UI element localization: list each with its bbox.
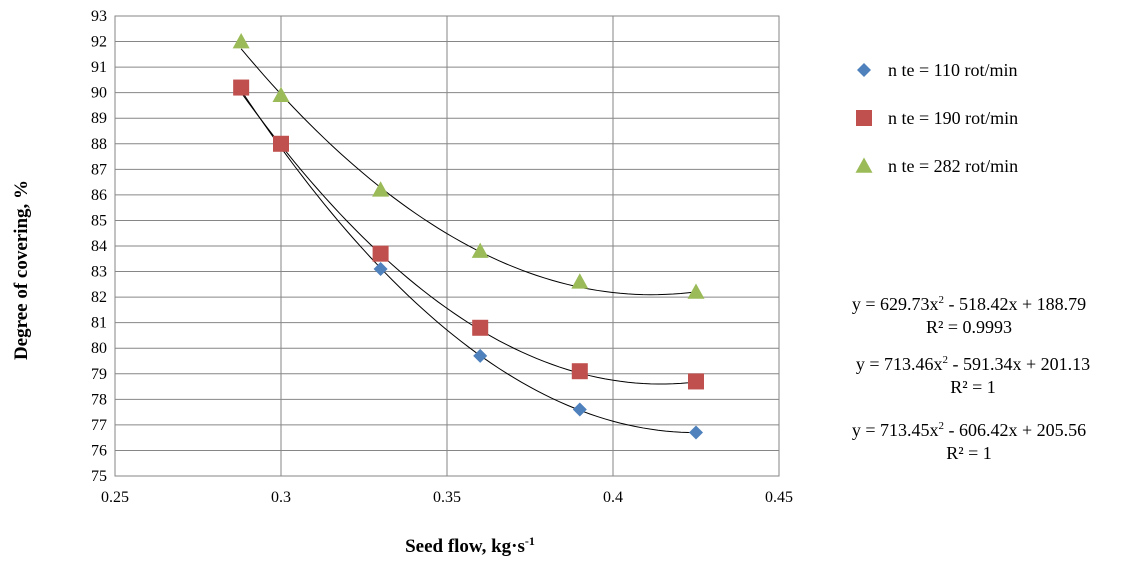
y-tick-label: 80 <box>91 340 107 357</box>
y-axis-title: Degree of covering, % <box>11 180 32 360</box>
r-squared-text: R² = 0.9993 <box>925 317 1013 337</box>
x-tick-label: 0.4 <box>603 489 623 506</box>
data-point <box>272 86 290 103</box>
data-point <box>372 181 390 197</box>
data-point <box>572 402 587 417</box>
data-point <box>688 373 704 390</box>
trendline <box>240 92 697 385</box>
y-tick-label: 79 <box>91 366 107 383</box>
data-point <box>689 425 703 440</box>
data-point <box>372 245 389 262</box>
trendline <box>240 90 697 434</box>
x-axis-title-exponent: -1 <box>524 534 535 548</box>
y-tick-label: 83 <box>91 264 107 281</box>
y-tick-label: 82 <box>91 289 107 306</box>
axis-ticks: 75 76 77 78 79 80 81 82 83 84 85 86 87 88 89 90 91 92 93 0.… <box>91 8 793 506</box>
y-tick-label: 89 <box>91 110 107 127</box>
y-tick-label: 92 <box>91 34 107 51</box>
data-point <box>687 283 705 299</box>
y-tick-label: 93 <box>91 8 107 25</box>
r-squared-text: R² = 1 <box>950 377 996 397</box>
x-axis-title-text: Seed flow, kg·s <box>405 536 525 557</box>
data-point <box>273 135 289 152</box>
trendline-equation-1: y = 629.73x2 - 518.42x + 188.79 R² = 0.9… <box>814 293 1124 339</box>
x-tick-label: 0.3 <box>271 489 291 506</box>
legend-label: n te = 282 rot/min <box>888 156 1018 176</box>
legend-marker <box>856 110 872 126</box>
y-tick-label: 87 <box>91 161 107 178</box>
y-tick-label: 84 <box>91 238 107 255</box>
trendlines <box>240 48 697 434</box>
y-tick-label: 91 <box>91 59 107 76</box>
y-tick-label: 81 <box>91 315 107 332</box>
r-squared-text: R² = 1 <box>946 443 992 463</box>
legend-marker <box>857 63 871 77</box>
data-markers <box>232 33 705 440</box>
y-tick-label: 77 <box>91 417 107 434</box>
x-tick-label: 0.25 <box>101 489 129 506</box>
y-tick-label: 75 <box>91 468 107 485</box>
y-tick-label: 88 <box>91 136 107 153</box>
x-tick-label: 0.35 <box>433 489 461 506</box>
data-point <box>233 79 250 96</box>
grid-lines <box>114 15 780 477</box>
equation-text: y = 629.73x2 - 518.42x + 188.79 <box>851 294 1087 314</box>
trendline <box>240 48 697 296</box>
y-tick-label: 76 <box>91 442 107 459</box>
data-point <box>571 363 588 380</box>
data-point <box>571 273 589 289</box>
y-tick-label: 85 <box>91 212 107 229</box>
data-point <box>232 33 250 49</box>
y-tick-label: 78 <box>91 391 107 408</box>
y-tick-label: 86 <box>91 187 107 204</box>
legend-label: n te = 110 rot/min <box>888 60 1017 80</box>
data-point <box>472 319 489 336</box>
data-point <box>471 242 489 258</box>
x-axis-title: Seed flow, kg·s-1 <box>0 534 940 558</box>
x-tick-label: 0.45 <box>765 489 793 506</box>
legend: n te = 110 rot/min n te = 190 rot/min n te… <box>855 60 1018 176</box>
legend-label: n te = 190 rot/min <box>888 108 1018 128</box>
legend-marker <box>855 157 873 173</box>
trendline-equation-2: y = 713.46x2 - 591.34x + 201.13 R² = 1 <box>818 353 1128 399</box>
equation-text: y = 713.46x2 - 591.34x + 201.13 <box>855 354 1091 374</box>
plot-area-border <box>114 15 780 477</box>
y-tick-label: 90 <box>91 85 107 102</box>
equation-text: y = 713.45x2 - 606.42x + 205.56 <box>851 420 1087 440</box>
data-point <box>373 262 388 276</box>
trendline-equation-3: y = 713.45x2 - 606.42x + 205.56 R² = 1 <box>814 419 1124 465</box>
data-point <box>473 348 488 363</box>
